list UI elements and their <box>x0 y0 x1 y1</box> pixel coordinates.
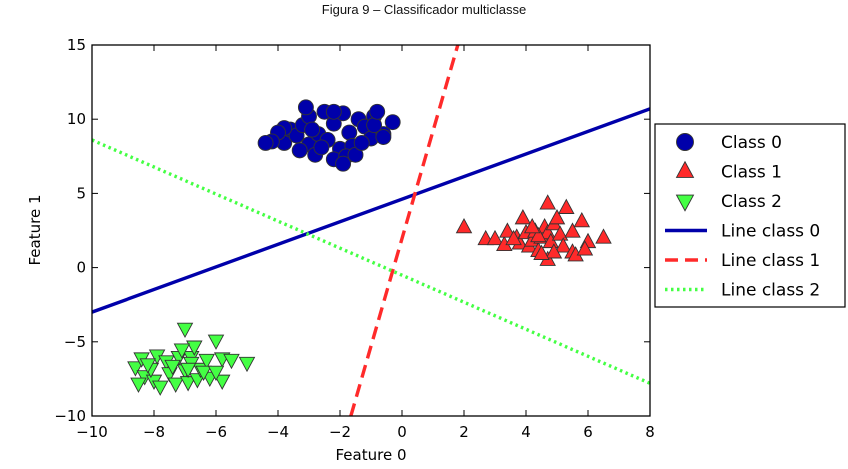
legend: Class 0 Class 1 Class 2 Line class 0 Line cl… <box>654 123 846 308</box>
class-0-point <box>341 124 358 141</box>
y-tick-label: 15 <box>67 36 86 54</box>
class-2-point <box>213 374 231 390</box>
class-2-point <box>207 334 225 350</box>
class-0-point <box>369 103 386 120</box>
class-2-point <box>173 343 191 359</box>
class-2-point <box>164 359 181 376</box>
class-1-point <box>539 194 556 210</box>
class-1-point <box>530 226 547 243</box>
class-1-point <box>554 237 572 253</box>
figure-caption: Figura 9 – Classificador multiclasse <box>321 2 527 17</box>
x-tick-label: −10 <box>76 423 108 441</box>
legend-class-1-marker <box>675 160 695 178</box>
class-2-point <box>195 365 212 382</box>
class-0-point <box>375 129 392 145</box>
x-tick-label: 0 <box>397 423 407 441</box>
class-2-point <box>151 380 169 396</box>
class-0-point <box>335 155 352 172</box>
plot-frame <box>91 44 651 417</box>
class-0-point <box>304 121 321 138</box>
class-1-point <box>455 217 473 234</box>
legend-class-2-label: Class 2 <box>721 192 782 212</box>
line-class-0-line <box>92 107 650 314</box>
class-2-point <box>223 353 240 370</box>
x-tick-label: 6 <box>583 423 593 441</box>
class-2-point <box>179 362 197 379</box>
class-1-point <box>523 217 541 234</box>
class-2-point <box>198 353 215 370</box>
class-0-point <box>297 99 314 116</box>
legend-class-1-label: Class 1 <box>721 163 782 183</box>
class-0-point <box>257 134 274 151</box>
x-tick-label: −8 <box>143 423 165 441</box>
class-1-point <box>573 212 591 228</box>
x-tick-label: −6 <box>205 423 227 441</box>
legend-class-2-marker <box>675 194 695 212</box>
class-1-point <box>595 228 612 244</box>
y-tick-label: −5 <box>64 333 86 351</box>
class-2-point <box>176 322 194 339</box>
class-0-point <box>353 134 370 151</box>
class-1-point <box>564 222 581 238</box>
class-2-point <box>238 356 256 373</box>
class-1-point <box>545 243 563 259</box>
legend-line-class-0-label: Line class 0 <box>721 222 820 242</box>
class-1-point <box>548 209 566 225</box>
x-tick-label: 4 <box>521 423 531 441</box>
y-tick-label: 10 <box>67 110 86 128</box>
x-tick-label: −4 <box>267 423 289 441</box>
y-axis-label: Feature 1 <box>26 195 44 266</box>
class-2-point <box>186 340 203 356</box>
class-0-point <box>291 142 308 159</box>
legend-class-0-marker <box>676 133 694 151</box>
class-2-point <box>207 365 225 382</box>
line-class-1-line <box>349 45 460 416</box>
class-2-point <box>167 377 184 393</box>
class-1-point <box>576 240 594 256</box>
class-0-point <box>384 114 401 131</box>
class-1-point <box>542 232 560 249</box>
class-2-point <box>139 358 157 374</box>
class-0-point <box>325 103 342 120</box>
y-tick-label: 0 <box>76 259 86 277</box>
class-1-point <box>514 209 532 225</box>
class-0-point <box>313 139 330 156</box>
y-tick-label: 5 <box>76 184 86 202</box>
x-axis-label: Feature 0 <box>336 446 407 464</box>
class-2-point <box>189 373 206 389</box>
class-1-point <box>533 244 550 260</box>
class-1-point <box>558 198 575 214</box>
x-tick-label: −2 <box>329 423 351 441</box>
class-1-point <box>505 229 522 246</box>
legend-line-class-2-label: Line class 2 <box>721 281 820 301</box>
legend-frame <box>654 123 846 308</box>
class-1-point <box>486 229 504 246</box>
class-2-point <box>130 377 147 393</box>
x-tick-label: 2 <box>459 423 469 441</box>
x-tick-label: 8 <box>645 423 655 441</box>
class-1-point <box>551 225 569 241</box>
y-tick-label: −10 <box>54 407 86 425</box>
legend-class-0-label: Class 0 <box>721 133 782 153</box>
class-2-point <box>127 361 144 377</box>
legend-line-class-1-label: Line class 1 <box>721 251 820 271</box>
class-1-point <box>499 222 516 238</box>
